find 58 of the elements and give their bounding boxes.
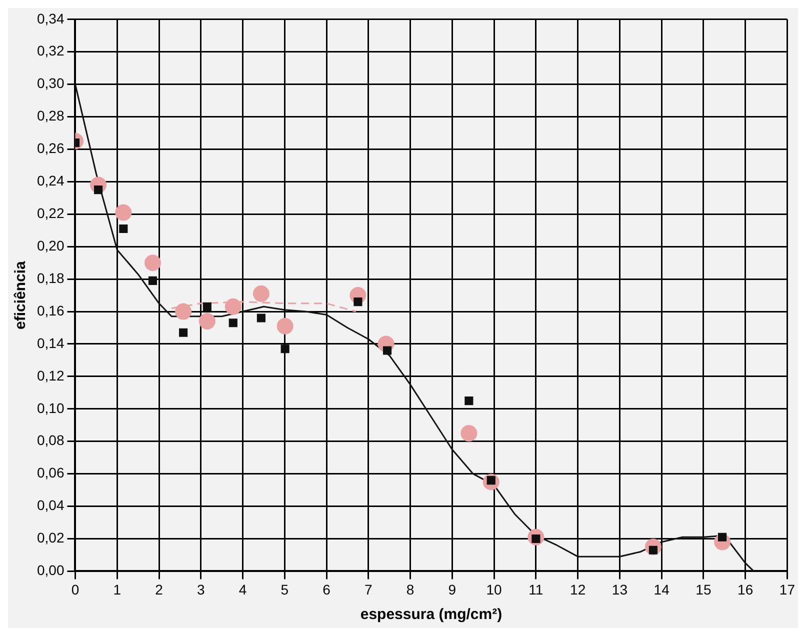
y-tick-label: 0,32 [37,42,64,59]
point [198,313,216,330]
y-tick-label: 0,08 [37,432,64,448]
x-tick-label: 14 [654,581,670,598]
y-tick-label: 0,02 [37,530,64,546]
point [252,285,270,302]
y-tick-label: 0,24 [37,172,64,189]
x-tick-label: 4 [238,581,247,598]
x-tick-label: 12 [570,581,586,598]
point [144,254,161,272]
point [148,276,158,285]
y-tick-label: 0,26 [37,140,64,156]
point [115,204,132,221]
x-tick-label: 10 [486,581,502,598]
x-tick-label: 1 [113,581,122,598]
x-tick-label: 17 [779,581,796,598]
point [718,532,727,542]
y-tick-label: 0,16 [37,302,64,318]
point [175,303,192,320]
y-tick-label: 0,00 [37,562,64,578]
point [382,346,392,355]
x-axis-title: espessura (mg/cm²) [360,606,502,624]
x-tick-label: 7 [364,581,373,598]
x-tick-label: 16 [738,581,754,598]
y-tick-label: 0,12 [37,367,64,384]
y-axis-title: eficiência [12,260,30,330]
x-tick-label: 0 [71,581,80,598]
y-tick-label: 0,14 [37,334,64,351]
x-tick-label: 5 [280,581,289,598]
point [280,344,290,354]
point [94,186,103,194]
y-tick-label: 0,06 [37,464,64,481]
point [224,298,242,315]
point [464,396,474,406]
y-tick-label: 0,30 [37,75,64,92]
y-tick-label: 0,10 [37,400,64,416]
x-tick-label: 13 [612,581,628,598]
y-tick-label: 0,18 [37,270,64,286]
y-tick-label: 0,34 [37,10,64,26]
point [276,318,294,334]
y-tick-label: 0,20 [37,237,64,254]
point [228,318,238,328]
x-tick-label: 11 [528,581,544,598]
x-tick-label: 3 [196,581,205,598]
y-tick-label: 0,22 [37,205,64,222]
point [119,224,128,234]
x-tick-label: 8 [406,581,414,598]
point [460,425,478,442]
y-tick-label: 0,04 [37,497,64,514]
y-tick-label: 0,28 [37,108,64,124]
point [256,314,266,322]
x-tick-label: 9 [448,581,456,598]
point [202,302,212,311]
x-tick-label: 2 [155,581,164,598]
point [354,298,362,306]
x-tick-label: 15 [696,581,712,598]
x-tick-label: 6 [322,581,331,598]
point [179,328,188,337]
